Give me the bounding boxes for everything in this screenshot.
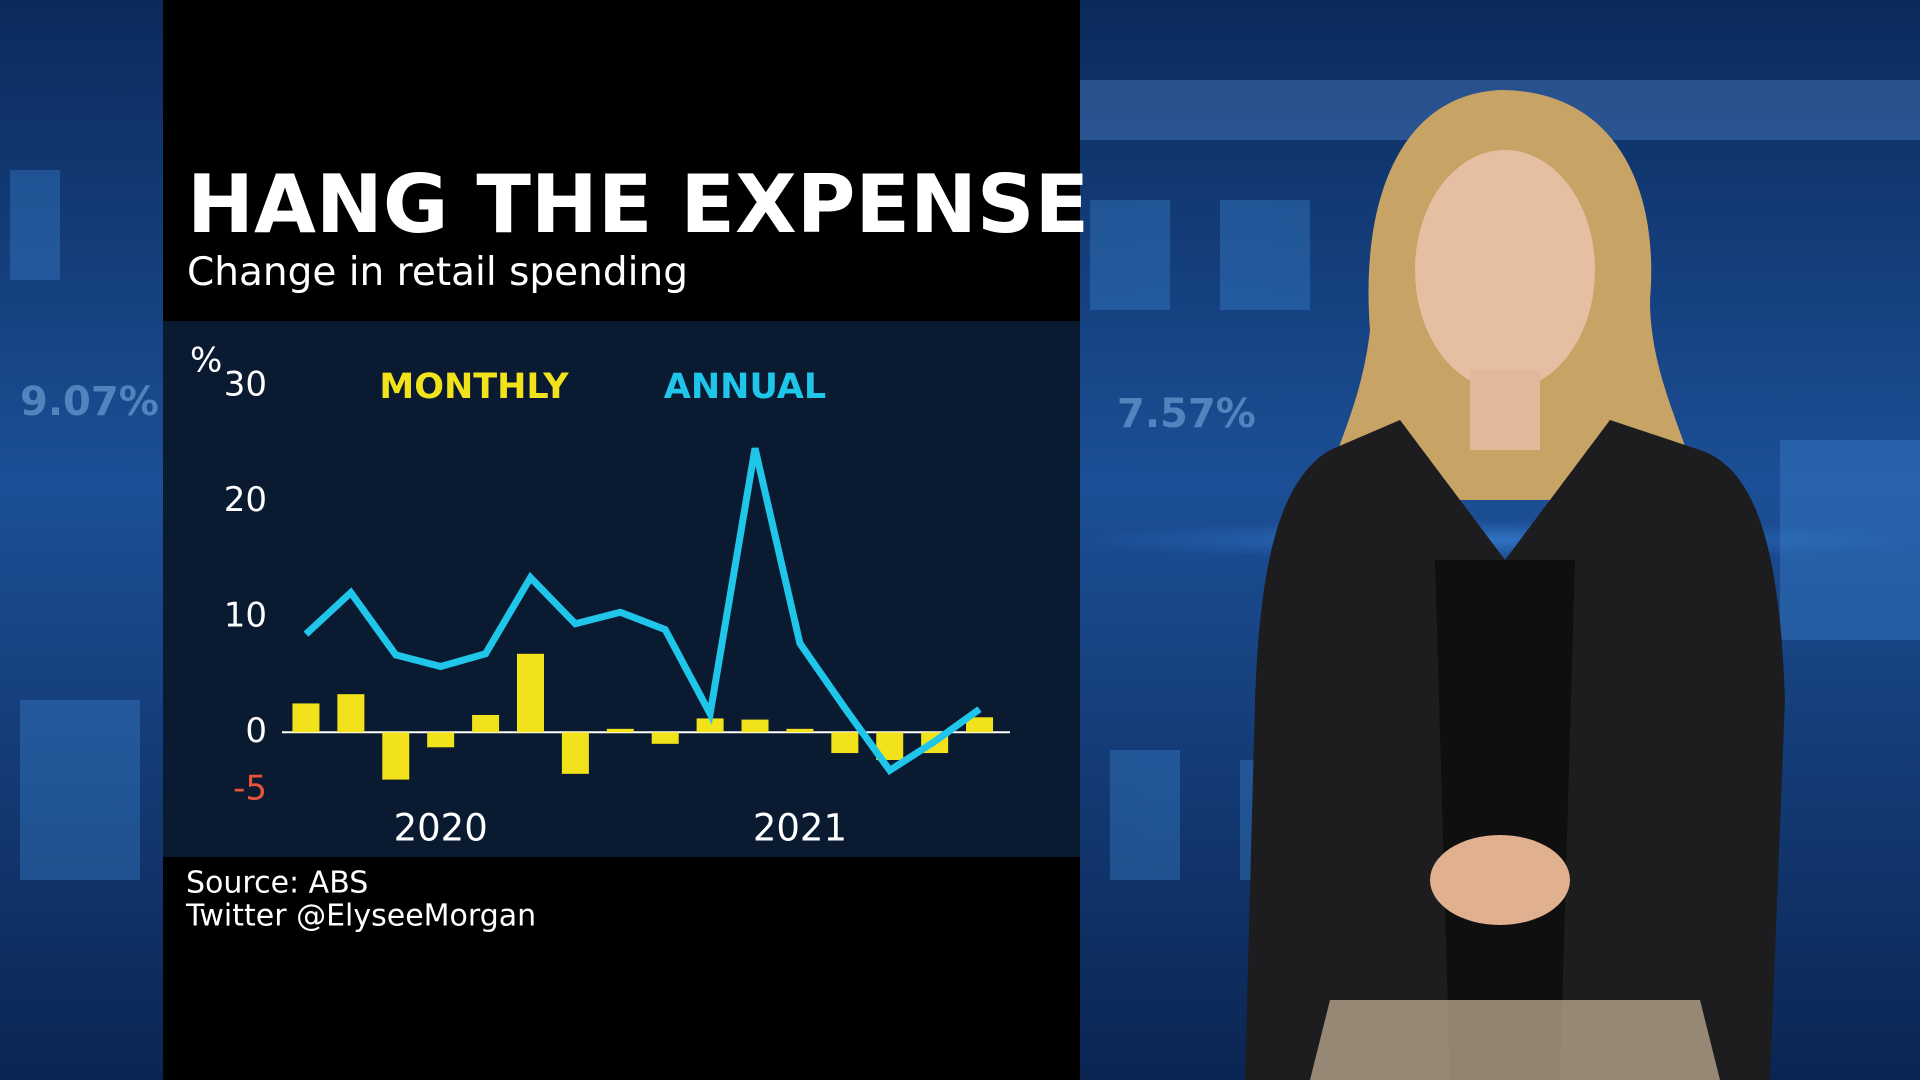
x-tick-label: 2021: [753, 807, 847, 850]
bar: [382, 732, 410, 780]
screen: [20, 700, 140, 880]
bar: [786, 728, 814, 733]
neck: [1470, 370, 1540, 450]
bar: [561, 732, 589, 774]
credit: Twitter @ElyseeMorgan: [185, 899, 536, 934]
source: Source: ABS: [186, 866, 368, 901]
bar: [337, 694, 365, 733]
chart-subtitle: Change in retail spending: [187, 250, 688, 295]
screen: [1090, 200, 1170, 310]
y-tick-label: 10: [224, 595, 267, 635]
hands: [1430, 835, 1570, 925]
screen: [1110, 750, 1180, 880]
studio-glow: [1080, 520, 1920, 560]
skirt: [1310, 1000, 1720, 1080]
y-tick-label: 0: [245, 711, 267, 751]
bar: [292, 703, 320, 733]
x-tick-label: 2020: [394, 807, 488, 850]
plot: 30 20 10 0 -5 2020 2021 MONTHLY ANNUAL: [224, 365, 1010, 850]
y-tick-label: 20: [224, 480, 267, 520]
bar: [606, 728, 634, 733]
y-tick-label: -5: [233, 769, 267, 809]
bar: [427, 732, 455, 748]
screen: [10, 170, 60, 280]
top: [1435, 560, 1575, 1080]
bar: [831, 732, 859, 754]
ticker: 7.57%: [1117, 391, 1256, 437]
line: [303, 447, 982, 776]
chart-title: HANG THE EXPENSE: [187, 158, 1089, 251]
y-unit: %: [190, 341, 222, 381]
bar: [516, 653, 544, 733]
bar: [696, 718, 724, 733]
screen: [1780, 440, 1920, 640]
y-tick-label: 30: [224, 365, 267, 405]
bar: [651, 732, 679, 744]
legend-label: MONTHLY: [379, 367, 569, 407]
bar: [741, 719, 769, 733]
bar: [966, 717, 994, 733]
face: [1415, 150, 1595, 390]
presenter: [1245, 90, 1785, 1080]
legend-label: ANNUAL: [664, 367, 826, 407]
bar: [472, 714, 500, 733]
screen: [1220, 200, 1310, 310]
ticker: 9.07%: [20, 379, 159, 425]
chart-area: [163, 321, 1080, 857]
